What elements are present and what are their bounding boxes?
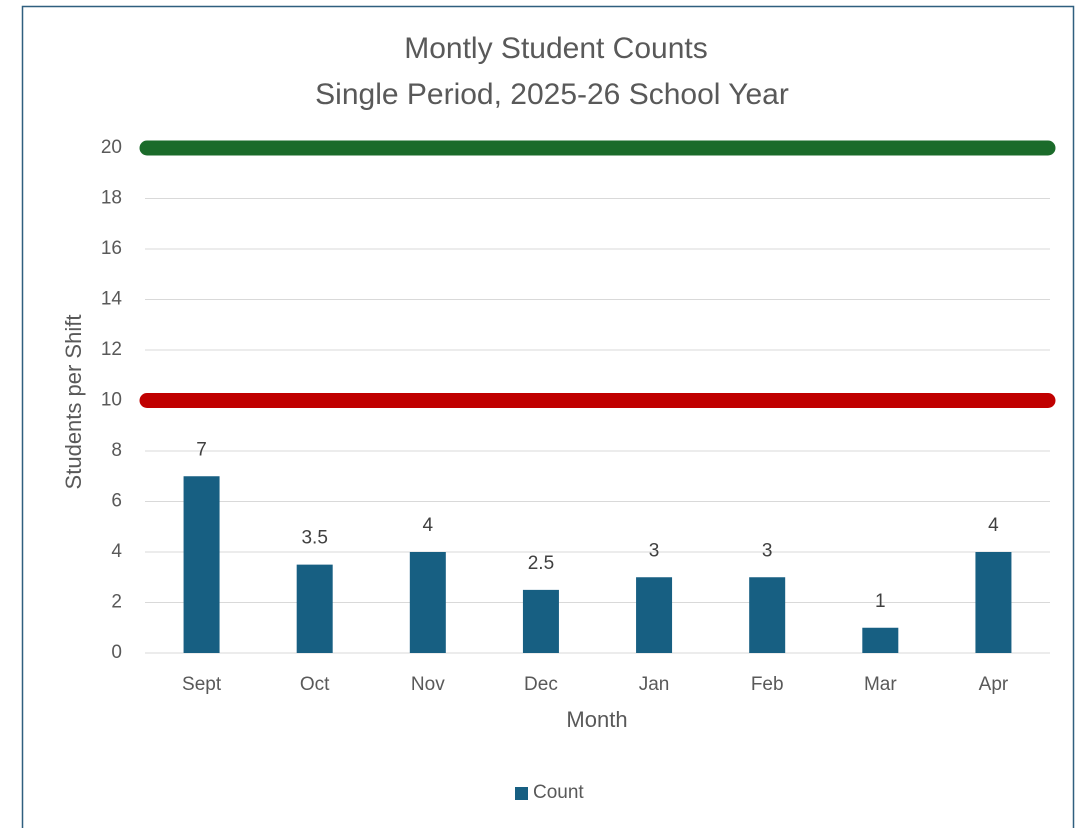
data-label: 1 (875, 591, 886, 612)
bar (749, 577, 786, 653)
x-tick-label: Sept (182, 674, 222, 695)
x-tick-label: Nov (411, 674, 445, 695)
bar (296, 564, 333, 653)
chart-title: Montly Student Counts (404, 32, 708, 65)
y-axis-title: Students per Shift (61, 315, 86, 490)
chart-subtitle: Single Period, 2025-26 School Year (315, 78, 789, 111)
bar (636, 577, 673, 653)
y-tick-label: 0 (111, 642, 122, 663)
data-label: 4 (423, 515, 434, 536)
data-label: 3 (762, 540, 773, 561)
bar (409, 552, 446, 653)
bar (522, 589, 559, 653)
x-tick-label: Feb (751, 674, 784, 695)
y-tick-label: 18 (101, 188, 122, 209)
y-tick-label: 2 (111, 592, 122, 613)
x-tick-label: Apr (979, 674, 1009, 695)
y-tick-label: 12 (101, 339, 122, 360)
legend-swatch (515, 787, 528, 800)
y-tick-label: 4 (111, 541, 122, 562)
chart-border (21, 5, 1075, 828)
data-label: 2.5 (528, 553, 554, 574)
y-tick-label: 6 (111, 491, 122, 512)
data-label: 3.5 (301, 528, 327, 549)
y-tick-label: 16 (101, 238, 122, 259)
data-label: 4 (988, 515, 999, 536)
x-axis-title: Month (566, 707, 627, 732)
bar (183, 476, 220, 653)
y-tick-label: 10 (101, 390, 122, 411)
x-tick-label: Jan (639, 674, 670, 695)
y-tick-label: 8 (111, 440, 122, 461)
bar (862, 627, 899, 653)
bar (975, 552, 1012, 653)
y-tick-label: 14 (101, 289, 123, 310)
x-tick-label: Dec (524, 674, 558, 695)
x-tick-label: Mar (864, 674, 897, 695)
y-tick-label: 20 (101, 137, 122, 158)
x-tick-label: Oct (300, 674, 330, 695)
data-label: 3 (649, 540, 660, 561)
legend-label: Count (533, 782, 584, 803)
data-label: 7 (196, 439, 207, 460)
